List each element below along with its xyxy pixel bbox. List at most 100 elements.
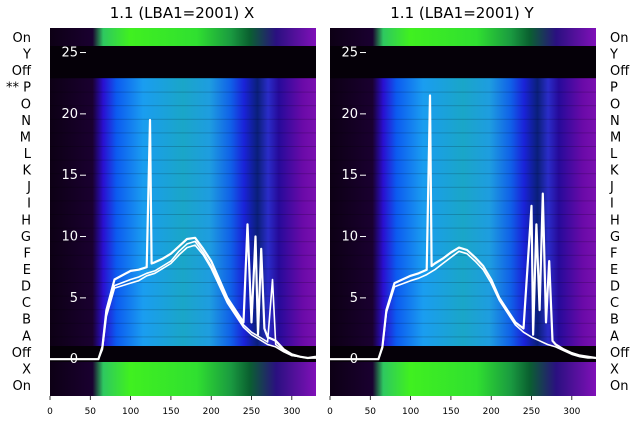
- row-label: B: [610, 313, 619, 328]
- row-label: D: [21, 280, 31, 295]
- heatmap-row-stripe: [50, 268, 316, 270]
- heatmap-row-stripe: [50, 214, 316, 215]
- series-line-1: [330, 250, 596, 361]
- row-label: ** P: [6, 81, 31, 96]
- y-tick-label: 15: [61, 168, 78, 183]
- row-label: On: [610, 379, 628, 394]
- x-tick-label: 50: [365, 407, 377, 417]
- row-label: Y: [22, 48, 31, 63]
- row-label: Off: [610, 346, 630, 361]
- heatmap-row-stripe: [50, 78, 316, 79]
- heatmap-row-stripe: [330, 105, 596, 107]
- row-label: H: [610, 213, 620, 228]
- x-tick-label: 300: [283, 407, 300, 417]
- heatmap-row-stripe: [50, 336, 316, 338]
- y-tick-label: 25: [61, 46, 78, 61]
- heatmap-row-stripe: [50, 282, 316, 283]
- row-label: E: [610, 263, 618, 278]
- y-tick-label: 5: [350, 291, 358, 306]
- heatmap-row-stripe: [330, 254, 596, 256]
- row-label: M: [610, 130, 621, 145]
- row-label: P: [610, 81, 618, 96]
- x-tick-label: 200: [483, 407, 500, 417]
- heatmap-band: [50, 28, 316, 46]
- chart-title-x: 1.1 (LBA1=2001) X: [110, 4, 255, 22]
- y-tick-label: 0: [70, 352, 78, 367]
- row-label: E: [23, 263, 31, 278]
- row-label: On: [13, 31, 31, 46]
- heatmap-band: [50, 362, 316, 396]
- row-label: A: [610, 329, 619, 344]
- heatmap-row-stripe: [50, 322, 316, 324]
- x-tick-label: 250: [243, 407, 260, 417]
- heatmap-row-stripe: [330, 146, 596, 147]
- row-label: C: [22, 296, 31, 311]
- heatmap-row-stripe: [50, 200, 316, 202]
- heatmap-row-stripe: [330, 227, 596, 229]
- heatmap-band: [330, 362, 596, 396]
- row-label: A: [22, 329, 31, 344]
- row-label: On: [13, 379, 31, 394]
- row-label: Y: [609, 48, 618, 63]
- row-label: D: [610, 280, 620, 295]
- series-line-0: [330, 94, 597, 361]
- row-label: Off: [12, 64, 32, 79]
- y-tick-label: 20: [61, 107, 78, 122]
- series-line-2: [50, 244, 316, 361]
- heatmap-row-stripe: [330, 268, 596, 270]
- x-tick-label: 150: [442, 407, 459, 417]
- row-label: K: [610, 164, 619, 179]
- row-label: G: [21, 230, 31, 245]
- y-tick-label: 10: [61, 230, 78, 245]
- heatmap-row-stripe: [50, 118, 316, 120]
- x-tick-label: 300: [563, 407, 580, 417]
- heatmap-row-stripe: [330, 282, 596, 283]
- heatmap-row-stripe: [330, 173, 596, 175]
- heatmap-row-stripe: [330, 200, 596, 202]
- row-label: J: [26, 180, 31, 195]
- row-label: B: [22, 313, 31, 328]
- row-label: O: [21, 97, 31, 112]
- row-label: M: [20, 130, 31, 145]
- row-label: X: [610, 362, 619, 377]
- row-label: L: [24, 147, 32, 162]
- x-tick-label: 0: [327, 407, 333, 417]
- heatmap-row-stripe: [50, 159, 316, 161]
- heatmap-row-stripe: [330, 91, 596, 93]
- row-label: I: [27, 197, 31, 212]
- row-label: O: [610, 97, 620, 112]
- row-label: On: [610, 31, 628, 46]
- series-line-0: [50, 118, 317, 361]
- row-label: F: [610, 246, 617, 261]
- heatmap-row-stripe: [330, 336, 596, 338]
- heatmap-row-stripe: [330, 309, 596, 311]
- x-tick-label: 200: [203, 407, 220, 417]
- row-label: C: [610, 296, 619, 311]
- row-label: N: [610, 114, 620, 129]
- heatmap-band: [330, 346, 596, 362]
- row-label: L: [610, 147, 618, 162]
- series-line-1: [50, 240, 316, 361]
- heatmap-row-stripe: [50, 146, 316, 147]
- heatmap-row-stripe: [330, 295, 596, 297]
- y-tick-label: 15: [341, 168, 358, 183]
- heatmap-row-stripe: [330, 132, 596, 134]
- heatmap-row-stripe: [50, 254, 316, 256]
- row-label: N: [21, 114, 31, 129]
- heatmap-band: [330, 28, 596, 46]
- heatmap-row-stripe: [330, 118, 596, 120]
- x-tick-label: 100: [402, 407, 419, 417]
- row-label: Off: [610, 64, 630, 79]
- y-tick-label: 5: [70, 291, 78, 306]
- heatmap-row-stripe: [50, 173, 316, 175]
- heatmap-row-stripe: [330, 241, 596, 243]
- x-tick-label: 100: [122, 407, 139, 417]
- heatmap-row-stripe: [50, 91, 316, 93]
- row-label: Off: [12, 346, 32, 361]
- y-tick-label: 10: [341, 230, 358, 245]
- row-label: F: [24, 246, 31, 261]
- heatmap-band: [50, 346, 316, 362]
- y-tick-label: 0: [350, 352, 358, 367]
